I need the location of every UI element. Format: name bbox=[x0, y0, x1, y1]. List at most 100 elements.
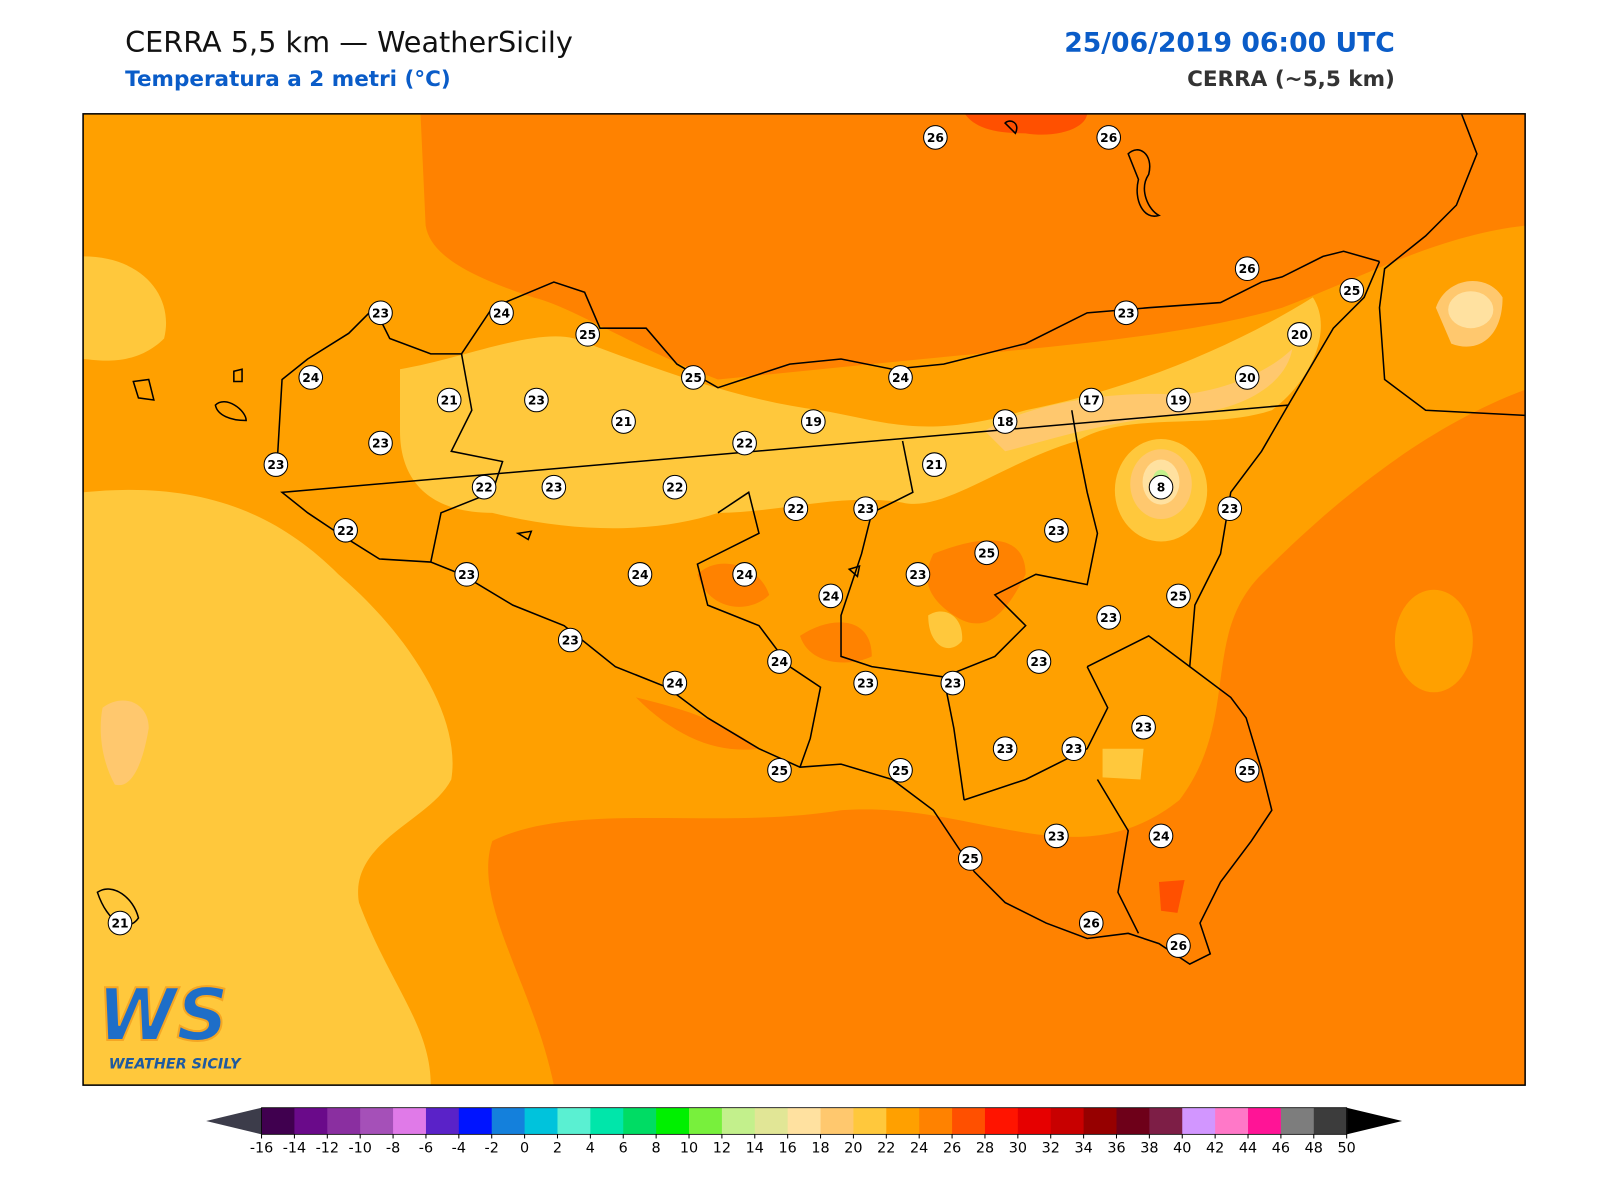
station-value: 25 bbox=[685, 371, 702, 385]
station: 23 bbox=[853, 496, 878, 522]
colorbar-swatch bbox=[294, 1107, 328, 1135]
station-marker bbox=[575, 322, 600, 347]
colorbar-swatch bbox=[1050, 1107, 1085, 1135]
station-value: 17 bbox=[1083, 394, 1100, 408]
colorbar-tick-label: -6 bbox=[419, 1141, 433, 1157]
station-marker bbox=[662, 474, 688, 500]
colorbar-frame bbox=[261, 1107, 1348, 1135]
station: 22 bbox=[333, 517, 358, 543]
station: 19 bbox=[1166, 387, 1191, 413]
station-value: 23 bbox=[1048, 829, 1065, 843]
station: 24 bbox=[627, 562, 653, 587]
colorbar-tick-label: -14 bbox=[283, 1141, 306, 1157]
station-marker bbox=[368, 430, 393, 456]
station-marker bbox=[454, 562, 479, 587]
station-marker bbox=[1148, 823, 1174, 849]
colorbar-swatch bbox=[1116, 1107, 1150, 1135]
station-marker bbox=[1044, 823, 1069, 849]
station-marker bbox=[1217, 496, 1243, 522]
station: 23 bbox=[454, 562, 479, 587]
station: 23 bbox=[557, 627, 583, 653]
station-value: 23 bbox=[944, 677, 961, 691]
colorbar-tick-label: 26 bbox=[943, 1141, 961, 1157]
colorbar-swatch bbox=[1182, 1107, 1216, 1135]
station-value: 25 bbox=[1343, 284, 1360, 298]
station: 19 bbox=[801, 409, 826, 434]
colorbar-swatch bbox=[787, 1107, 822, 1135]
colorbar-tick-label: 40 bbox=[1173, 1141, 1191, 1157]
colorbar-swatch bbox=[1280, 1107, 1315, 1135]
colorbar-swatch bbox=[425, 1107, 460, 1135]
colorbar-swatch bbox=[491, 1107, 526, 1135]
colorbar-tick-label: 2 bbox=[553, 1141, 562, 1157]
colorbar-swatch bbox=[360, 1107, 394, 1135]
station-value: 25 bbox=[892, 764, 909, 778]
station-marker bbox=[1061, 736, 1087, 762]
logo: WS WEATHER SICILY bbox=[96, 972, 242, 1073]
station-value: 22 bbox=[787, 502, 804, 516]
station: 24 bbox=[662, 670, 688, 696]
station: 21 bbox=[922, 452, 947, 477]
colorbar-swatch bbox=[820, 1107, 854, 1135]
station-marker bbox=[1148, 474, 1174, 500]
station-marker bbox=[1096, 125, 1122, 150]
station-value: 22 bbox=[666, 481, 683, 495]
colorbar-tick-label: -10 bbox=[348, 1141, 371, 1157]
colorbar-swatch bbox=[689, 1107, 723, 1135]
station-marker bbox=[1287, 322, 1312, 347]
station: 26 bbox=[923, 125, 948, 150]
station-marker bbox=[471, 474, 497, 500]
colorbar-swatch bbox=[1215, 1107, 1249, 1135]
field-22 bbox=[1394, 589, 1473, 693]
colorbar-over bbox=[1346, 1107, 1403, 1135]
station-value: 24 bbox=[1152, 829, 1169, 843]
colorbar-tick-label: 48 bbox=[1305, 1141, 1323, 1157]
station-value: 23 bbox=[1030, 655, 1047, 669]
station-value: 23 bbox=[545, 481, 562, 495]
station: 23 bbox=[1096, 605, 1122, 630]
station: 23 bbox=[1217, 496, 1243, 522]
colorbar-swatch bbox=[919, 1107, 953, 1135]
station-marker bbox=[992, 736, 1018, 762]
station-marker bbox=[1166, 583, 1191, 609]
station-value: 24 bbox=[666, 677, 683, 691]
station: 23 bbox=[1026, 649, 1052, 674]
colorbar-tick-label: 8 bbox=[652, 1141, 661, 1157]
colorbar-tick-label: -2 bbox=[485, 1141, 499, 1157]
station-marker bbox=[1166, 933, 1191, 958]
station: 23 bbox=[940, 670, 966, 696]
station: 24 bbox=[1148, 823, 1174, 849]
station-value: 23 bbox=[997, 742, 1014, 756]
station-value: 24 bbox=[822, 589, 839, 603]
station: 23 bbox=[1061, 736, 1087, 762]
colorbar-tick-label: 30 bbox=[1009, 1141, 1027, 1157]
station-value: 21 bbox=[615, 415, 632, 429]
colorbar-swatch bbox=[1083, 1107, 1118, 1135]
coastline bbox=[96, 113, 1526, 965]
station: 24 bbox=[732, 562, 757, 587]
station-value: 25 bbox=[771, 764, 788, 778]
station-marker bbox=[107, 910, 133, 936]
station-value: 23 bbox=[909, 568, 926, 582]
station-marker bbox=[767, 757, 792, 783]
station-marker bbox=[681, 365, 706, 390]
station-marker bbox=[298, 365, 324, 390]
station: 23 bbox=[368, 430, 393, 456]
station-value: 21 bbox=[441, 394, 458, 408]
colorbar-swatch bbox=[1313, 1107, 1348, 1135]
station-marker bbox=[905, 562, 931, 587]
field-26 bbox=[964, 113, 1087, 135]
station: 23 bbox=[368, 300, 393, 326]
station: 24 bbox=[298, 365, 324, 390]
station-marker bbox=[436, 387, 462, 413]
colorbar-tick-label: 28 bbox=[976, 1141, 994, 1157]
station-value: 23 bbox=[1118, 306, 1135, 320]
station-marker bbox=[627, 562, 653, 587]
station-marker bbox=[489, 300, 514, 326]
station-marker bbox=[957, 846, 983, 871]
station-value: 23 bbox=[372, 437, 389, 451]
station-marker bbox=[1234, 365, 1260, 390]
station-value: 23 bbox=[372, 306, 389, 320]
field-20 bbox=[400, 297, 1321, 529]
colorbar-tick-label: 6 bbox=[619, 1141, 628, 1157]
